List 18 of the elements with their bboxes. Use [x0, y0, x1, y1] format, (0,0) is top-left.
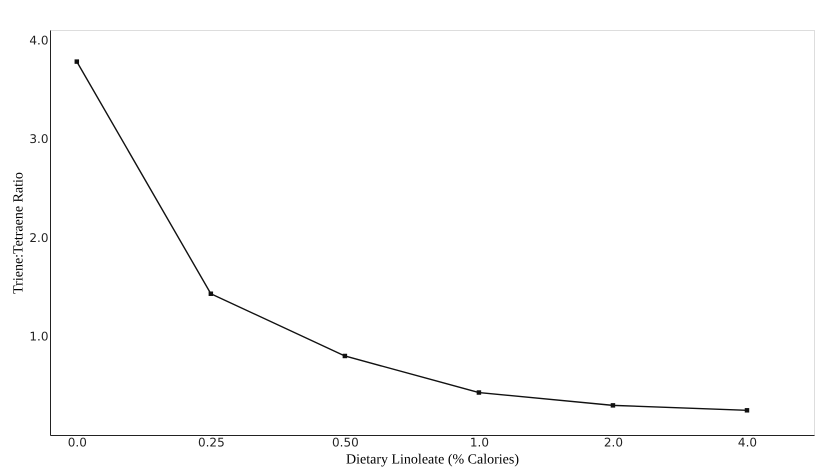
- point: [476, 390, 482, 395]
- x-tick-label: 0.25: [198, 436, 225, 450]
- point: [74, 59, 80, 64]
- y-tick-label: 1.0: [29, 330, 48, 344]
- x-tick-label: 1.0: [470, 436, 489, 450]
- point: [610, 403, 616, 408]
- point: [744, 408, 750, 413]
- x-tick-label: 0.0: [68, 436, 87, 450]
- y-tick-label: 2.0: [29, 230, 48, 245]
- point: [208, 292, 214, 296]
- point: [342, 354, 348, 358]
- y-tick-label: 3.0: [29, 132, 48, 146]
- y-tick-label: 4.0: [29, 33, 48, 48]
- x-tick-label: 0.50: [332, 436, 359, 450]
- x-axis-title: Dietary Linoleate (% Calories): [346, 452, 520, 468]
- y-axis-title: Triene:Tetraene Ratio: [11, 172, 26, 294]
- x-tick-label: 2.0: [604, 436, 623, 450]
- x-tick-label: 4.0: [738, 436, 758, 450]
